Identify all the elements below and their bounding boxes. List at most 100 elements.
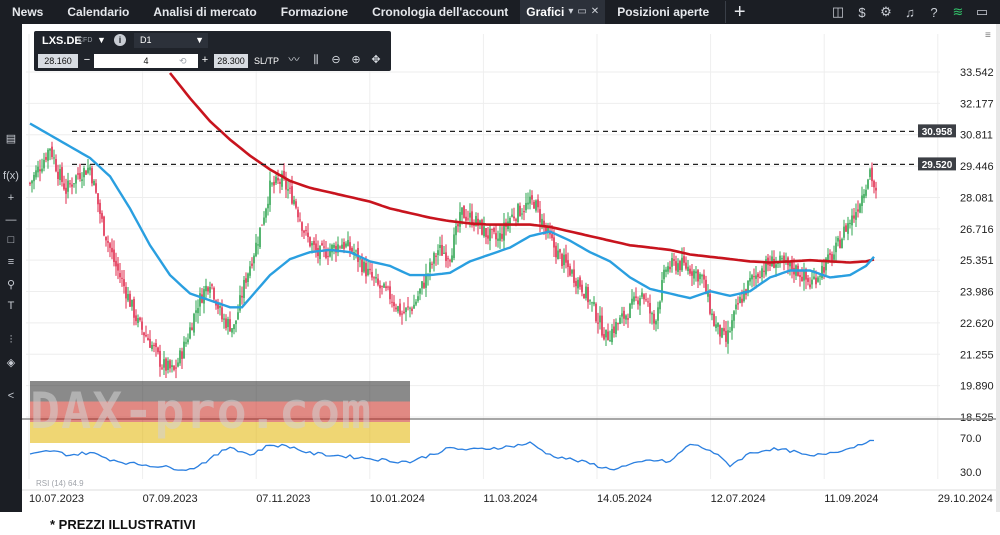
layers-icon[interactable]: ◈ [6, 357, 16, 369]
indicator-icon[interactable]: f(x) [3, 170, 19, 182]
y-tick-label: 33.542 [960, 67, 994, 79]
candle-body [821, 265, 823, 279]
candle-body [789, 261, 791, 267]
candle-body [161, 367, 163, 369]
candle-body [261, 224, 263, 226]
candle-body [225, 318, 227, 329]
fibonacci-icon[interactable]: ≡ [7, 256, 15, 268]
share-icon[interactable]: < [7, 390, 15, 402]
candle-body [57, 171, 59, 180]
candle-body [703, 274, 705, 280]
candle-body [51, 146, 53, 158]
menu-item-news[interactable]: News [12, 5, 44, 19]
settings-icon[interactable]: ⚙ [880, 4, 892, 19]
y-tick-label: 26.716 [960, 224, 994, 236]
candle-body [709, 294, 711, 314]
measure-icon[interactable]: ⫶ [9, 334, 13, 346]
add-tab-button[interactable]: + [725, 1, 753, 23]
timeframe-select[interactable]: D1 ▼ [134, 33, 208, 48]
sltp-button[interactable]: SL/TP [254, 56, 280, 66]
candle-body [677, 263, 679, 272]
candle-body [273, 181, 275, 186]
pitchfork-icon[interactable]: ⚲ [6, 279, 16, 291]
axis-menu-icon[interactable]: ≡ [985, 30, 991, 41]
candle-body [725, 330, 727, 342]
candle-body [761, 268, 763, 278]
candle-body [287, 189, 289, 191]
line-chart-icon[interactable]: 〰 [288, 54, 300, 66]
refresh-icon[interactable]: ⟲ [179, 56, 187, 66]
crosshair-icon[interactable]: + [7, 192, 15, 204]
candle-body [461, 207, 463, 215]
line-tool-icon[interactable]: — [5, 214, 17, 226]
candle-body [589, 300, 591, 302]
moving-averages [29, 72, 875, 309]
chart-type-icon[interactable]: ▤ [5, 133, 17, 145]
help-icon[interactable]: ? [930, 4, 938, 20]
candle-body [513, 216, 515, 219]
sell-price-button[interactable]: 28.160 [38, 54, 78, 68]
candle-body [619, 317, 621, 324]
move-icon[interactable]: ✥ [371, 54, 381, 66]
candles-icon[interactable]: ⫼ [313, 54, 319, 66]
instrument-symbol[interactable]: LXS.DE [42, 35, 82, 47]
candle-body [399, 303, 401, 315]
candle-body [147, 337, 149, 341]
candle-body [45, 157, 47, 160]
candle-body [183, 341, 185, 359]
candle-body [123, 279, 125, 287]
currency-icon[interactable]: $ [858, 4, 866, 20]
zoom-in-icon[interactable]: ⊕ [351, 54, 361, 66]
chevron-down-icon[interactable]: ▾ [568, 6, 574, 17]
quantity-input[interactable]: 4 [94, 54, 198, 68]
bell-icon[interactable]: ♫ [905, 4, 915, 20]
candle-body [247, 273, 249, 282]
candle-body [67, 180, 69, 192]
buy-price-button[interactable]: 28.300 [214, 54, 248, 68]
candlestick-series [29, 141, 877, 379]
candle-body [195, 310, 197, 313]
menu-item-calendario[interactable]: Calendario [67, 5, 130, 19]
candle-body [759, 276, 761, 279]
quantity-increase-button[interactable]: + [201, 54, 209, 66]
candle-body [367, 268, 369, 275]
info-icon[interactable]: i [114, 34, 126, 46]
chevron-down-icon[interactable]: ▼ [97, 35, 106, 45]
candle-body [733, 311, 735, 321]
candle-body [661, 280, 663, 301]
candle-body [105, 236, 107, 241]
candle-body [849, 222, 851, 225]
rectangle-tool-icon[interactable]: □ [7, 234, 15, 246]
y-tick-label: 28.081 [960, 192, 994, 204]
minimize-icon[interactable]: ▭ [577, 6, 587, 17]
candle-body [817, 277, 819, 282]
menu-item-cronologia[interactable]: Cronologia dell'account [372, 5, 509, 19]
candle-body [835, 242, 837, 253]
candle-body [635, 296, 637, 298]
disclaimer-text: * PREZZI ILLUSTRATIVI [50, 517, 196, 532]
candle-body [547, 227, 549, 232]
candle-body [289, 187, 291, 189]
menu-item-analisi[interactable]: Analisi di mercato [153, 5, 257, 19]
text-tool-icon[interactable]: T [7, 300, 15, 312]
quantity-decrease-button[interactable]: − [83, 54, 91, 66]
candle-body [149, 338, 151, 348]
candle-body [401, 313, 403, 315]
price-level-label: 30.958 [922, 127, 953, 138]
zoom-out-icon[interactable]: ⊖ [331, 54, 341, 66]
window-icon[interactable]: ▭ [975, 4, 989, 19]
candle-body [313, 240, 315, 245]
candle-body [75, 175, 77, 184]
close-icon[interactable]: ✕ [590, 6, 600, 17]
rsi-line [29, 439, 875, 471]
candle-body [565, 254, 567, 263]
candle-body [165, 358, 167, 371]
candle-body [569, 266, 571, 276]
candle-body [841, 238, 843, 249]
candle-body [523, 211, 525, 213]
tab-posizioni-aperte[interactable]: Posizioni aperte [617, 5, 710, 19]
menu-item-formazione[interactable]: Formazione [280, 5, 349, 19]
tab-grafici[interactable]: Grafici ▾ ▭ ✕ [520, 0, 606, 24]
scrollbar[interactable] [996, 24, 1000, 512]
layout-icon[interactable]: ◫ [831, 4, 845, 19]
